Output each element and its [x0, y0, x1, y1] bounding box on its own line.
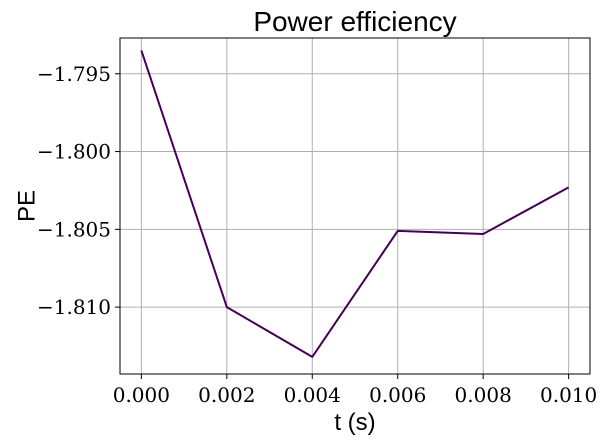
y-tick-label: −1.805 [37, 217, 111, 241]
y-tick-label: −1.800 [37, 140, 111, 164]
x-tick-label: 0.004 [284, 383, 341, 407]
grid [120, 38, 590, 374]
y-tick-label: −1.810 [37, 295, 111, 319]
plot-frame [119, 37, 591, 375]
y-axis-label: PE [13, 190, 40, 222]
series-layer [140, 50, 570, 358]
chart-title: Power efficiency [253, 6, 456, 37]
x-tick-label: 0.000 [113, 383, 170, 407]
x-axis: 0.000 0.002 0.004 0.006 0.008 0.010 [113, 374, 597, 407]
x-tick-label: 0.010 [540, 383, 597, 407]
x-tick-label: 0.006 [369, 383, 426, 407]
y-tick-label: −1.795 [37, 62, 111, 86]
y-axis: −1.810 −1.805 −1.800 −1.795 [37, 62, 120, 319]
series-line [140, 50, 570, 358]
x-tick-label: 0.002 [198, 383, 255, 407]
x-axis-label: t (s) [334, 409, 375, 436]
x-tick-label: 0.008 [455, 383, 512, 407]
